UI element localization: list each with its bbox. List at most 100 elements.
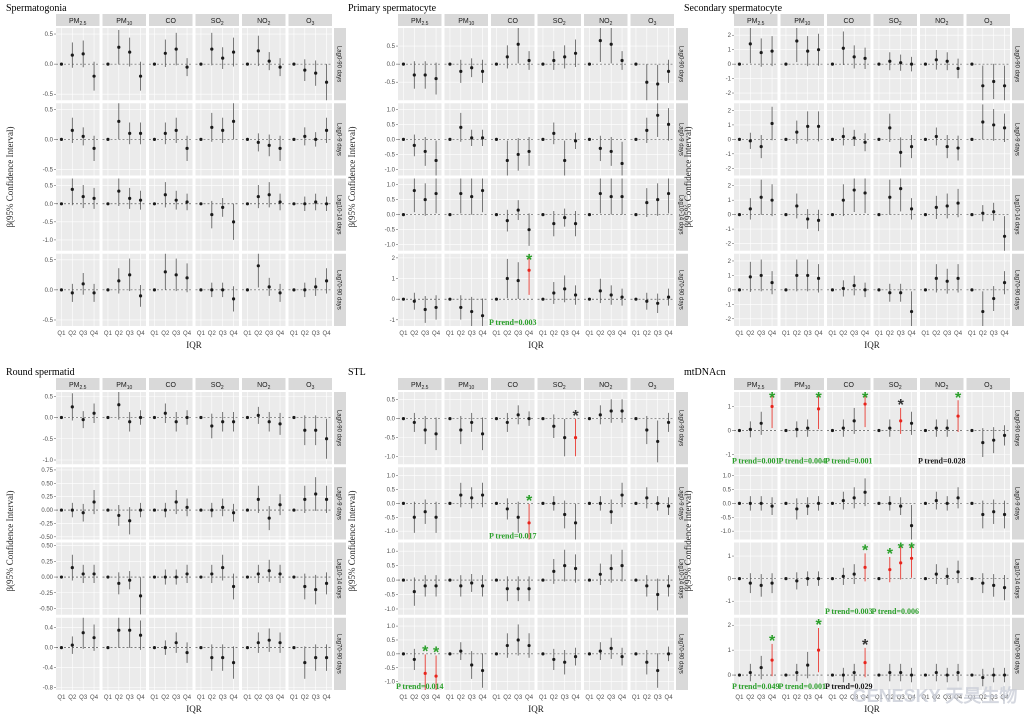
data-point bbox=[303, 660, 307, 665]
panel-background bbox=[966, 392, 1010, 465]
facet-cell bbox=[444, 617, 488, 690]
data-point bbox=[459, 69, 463, 73]
facet-cell bbox=[584, 542, 628, 615]
data-point bbox=[527, 149, 531, 154]
facet-cell bbox=[734, 178, 778, 251]
lag-label: Lag0-90 days bbox=[678, 46, 684, 82]
data-point bbox=[970, 673, 974, 677]
x-tick-label: Q2 bbox=[457, 331, 466, 337]
panel-background bbox=[630, 542, 674, 615]
data-point bbox=[314, 656, 318, 660]
y-tick-label: -0.5 bbox=[43, 318, 54, 324]
data-point bbox=[992, 296, 996, 301]
facet-label-o3: O3 bbox=[984, 18, 992, 27]
data-point bbox=[573, 436, 578, 440]
data-point bbox=[877, 428, 881, 433]
data-point bbox=[505, 55, 509, 59]
data-point bbox=[863, 490, 867, 494]
significance-star: * bbox=[955, 390, 962, 407]
data-point bbox=[106, 137, 110, 141]
data-point bbox=[117, 189, 121, 193]
data-point bbox=[256, 264, 260, 268]
x-tick-label: Q1 bbox=[197, 695, 206, 701]
facet-label-pm25: PM2.5 bbox=[411, 18, 429, 27]
facet-cell bbox=[56, 617, 100, 690]
data-point bbox=[909, 556, 914, 560]
facet-cell bbox=[920, 392, 964, 465]
x-tick-label: Q4 bbox=[618, 331, 627, 337]
data-point bbox=[634, 578, 638, 582]
data-point bbox=[92, 411, 96, 415]
data-point bbox=[970, 137, 974, 141]
facet-strip bbox=[149, 378, 193, 390]
data-point bbox=[981, 581, 985, 585]
data-point bbox=[620, 194, 624, 199]
data-point bbox=[656, 82, 660, 86]
y-tick-label: -1 bbox=[726, 227, 732, 233]
facet-cell bbox=[242, 178, 286, 251]
data-point bbox=[412, 420, 416, 425]
lag-label: Lag0-9 days bbox=[1014, 487, 1020, 520]
data-point bbox=[863, 402, 867, 406]
x-tick-label: Q3 bbox=[943, 331, 952, 337]
y-tick-label: -1 bbox=[726, 302, 732, 308]
data-point bbox=[459, 305, 463, 310]
facet-cell bbox=[56, 542, 100, 615]
facet-cell bbox=[195, 542, 239, 615]
facet-cell bbox=[630, 103, 674, 176]
data-point bbox=[434, 76, 438, 81]
data-point bbox=[863, 191, 867, 195]
data-point bbox=[494, 137, 499, 141]
data-point bbox=[770, 281, 774, 285]
facet-cell bbox=[873, 178, 917, 251]
data-point bbox=[267, 285, 271, 289]
x-tick-label: Q4 bbox=[230, 331, 239, 337]
data-point bbox=[138, 594, 143, 598]
lag-label: Lag10-14 days bbox=[1014, 559, 1020, 599]
x-tick-label: Q3 bbox=[172, 331, 181, 337]
facet-cell bbox=[56, 253, 100, 326]
data-point bbox=[199, 202, 203, 206]
facet-strip bbox=[491, 14, 535, 26]
y-tick-label: 0.5 bbox=[387, 398, 396, 404]
data-point bbox=[770, 658, 774, 662]
data-point bbox=[645, 428, 649, 432]
panel-background bbox=[537, 542, 581, 615]
data-point bbox=[748, 139, 752, 143]
panel-background bbox=[630, 253, 674, 326]
y-tick-label: -0.50 bbox=[39, 535, 53, 541]
panel-background bbox=[491, 542, 535, 615]
data-point bbox=[748, 670, 752, 675]
facet-cell bbox=[873, 542, 917, 615]
data-point bbox=[292, 62, 296, 66]
p-trend-label: P trend=0.001 bbox=[778, 682, 826, 691]
data-point bbox=[923, 501, 928, 505]
x-tick-label: Q4 bbox=[90, 695, 99, 701]
data-point bbox=[59, 508, 64, 512]
data-point bbox=[278, 200, 282, 204]
x-tick-label: Q1 bbox=[57, 695, 66, 701]
data-point bbox=[656, 439, 660, 444]
y-axis-title: β(95% Confidence Interval) bbox=[683, 126, 693, 227]
lag-strip bbox=[676, 103, 688, 176]
y-tick-label: -0.5 bbox=[385, 515, 396, 521]
data-point bbox=[434, 305, 438, 310]
data-point bbox=[448, 62, 452, 66]
data-point bbox=[199, 288, 203, 292]
panel-background bbox=[56, 617, 100, 690]
x-tick-label: Q1 bbox=[243, 695, 252, 701]
facet-cell bbox=[195, 617, 239, 690]
y-tick-label: -0.5 bbox=[385, 152, 396, 158]
lag-label: Lag0-90 days bbox=[1014, 46, 1020, 82]
y-tick-label: 0.5 bbox=[387, 638, 396, 644]
facet-label-no2: NO2 bbox=[599, 18, 613, 27]
y-tick-label: 1 bbox=[728, 554, 732, 560]
lag-strip bbox=[334, 392, 346, 465]
lag-strip bbox=[1012, 178, 1024, 251]
data-point bbox=[666, 584, 671, 588]
data-point bbox=[830, 428, 835, 433]
significance-star: * bbox=[887, 546, 894, 563]
y-tick-label: 0.5 bbox=[387, 44, 396, 50]
y-tick-label: 0.5 bbox=[45, 107, 54, 113]
significance-star: * bbox=[862, 390, 869, 407]
